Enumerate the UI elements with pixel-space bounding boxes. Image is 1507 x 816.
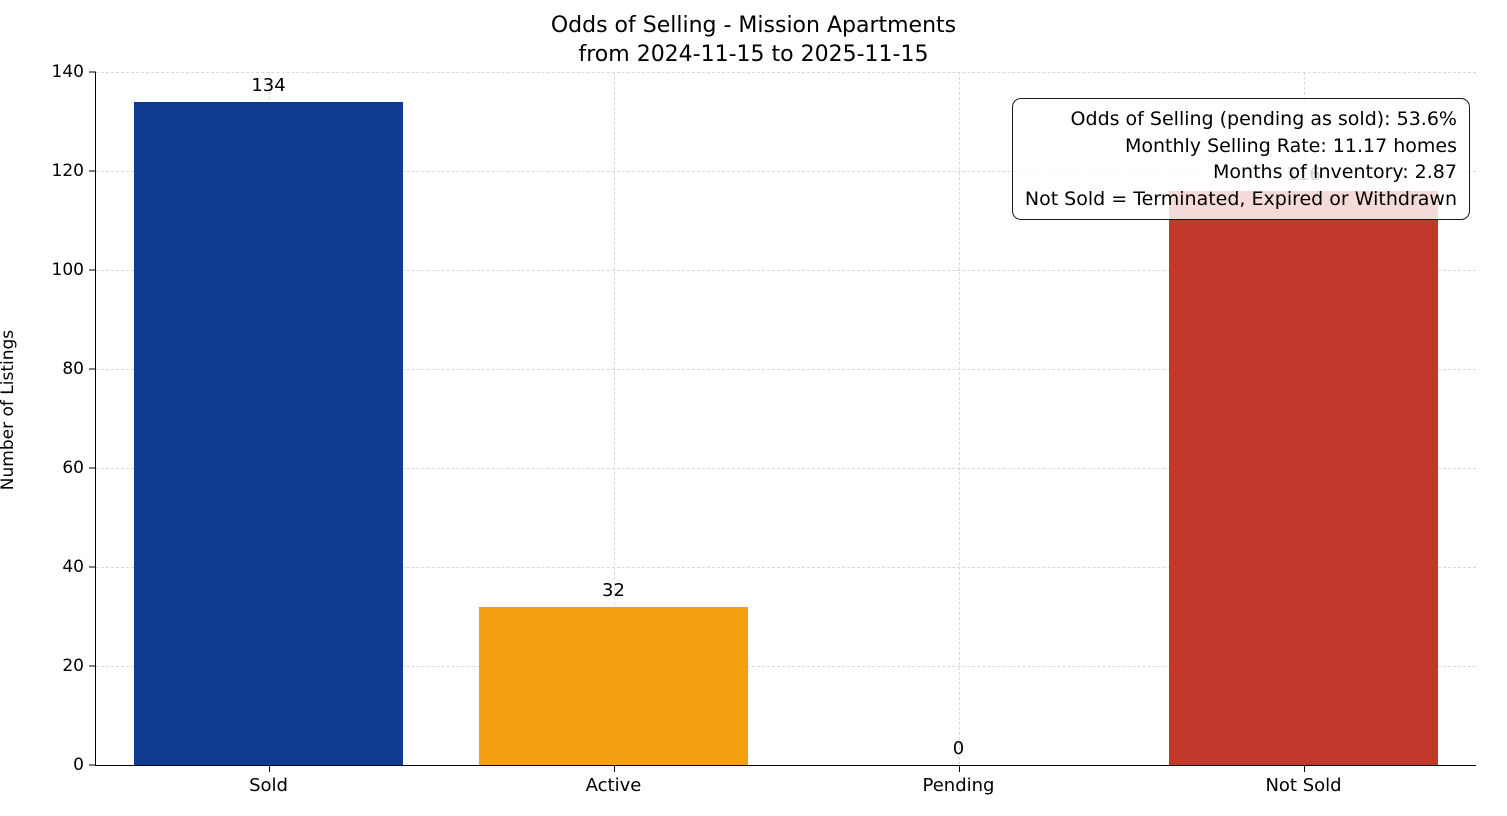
annotation-line: Months of Inventory: 2.87 (1213, 161, 1457, 184)
horizontal-gridline (96, 369, 1476, 370)
bar-active (478, 606, 749, 765)
chart-title-line1: Odds of Selling - Mission Apartments (550, 13, 957, 38)
plot-area: 0 20 40 60 80 100 120 140 134 Sold 32 Active 0 Pendin… (52, 62, 1476, 796)
y-tick-label: 40 (62, 557, 84, 577)
x-tick-mark (1303, 765, 1305, 772)
x-tick-label: Not Sold (1265, 775, 1342, 796)
annotation-box: Odds of Selling (pending as sold): 53.6%… (1011, 98, 1470, 221)
bar-sold (133, 101, 404, 765)
y-tick-mark (89, 467, 96, 469)
horizontal-gridline (96, 270, 1476, 271)
horizontal-gridline (96, 468, 1476, 469)
horizontal-gridline (96, 171, 1476, 172)
y-tick-mark (89, 368, 96, 370)
annotation-line: Monthly Selling Rate: 11.17 homes (1124, 134, 1457, 157)
y-tick-label: 140 (51, 62, 84, 82)
vertical-gridline (613, 72, 615, 765)
bar-value-label: 134 (251, 74, 286, 96)
x-tick-label: Active (585, 775, 642, 796)
y-axis-label: Number of Listings (0, 329, 18, 491)
y-tick-mark (89, 170, 96, 172)
y-tick-mark (89, 764, 96, 766)
x-tick-mark (268, 765, 270, 772)
horizontal-gridline (96, 567, 1476, 568)
bar-value-label: 0 (952, 738, 965, 759)
y-tick-label: 120 (51, 161, 84, 181)
x-tick-mark (613, 765, 615, 772)
y-tick-label: 20 (62, 656, 84, 676)
chart-title-line2: from 2024-11-15 to 2025-11-15 (578, 41, 929, 67)
x-tick-label: Sold (249, 775, 288, 796)
annotation-line: Not Sold = Terminated, Expired or Withdr… (1024, 187, 1457, 210)
annotation-line: Odds of Selling (pending as sold): 53.6% (1070, 108, 1457, 130)
vertical-gridline (958, 72, 960, 765)
horizontal-gridline (96, 666, 1476, 667)
y-tick-mark (89, 665, 96, 667)
y-tick-mark (89, 71, 96, 73)
y-tick-label: 0 (73, 755, 84, 775)
y-tick-label: 100 (51, 260, 84, 280)
y-tick-label: 80 (62, 359, 84, 379)
x-tick-mark (958, 765, 960, 772)
y-tick-mark (89, 566, 96, 568)
bar-not-sold (1168, 190, 1439, 765)
x-tick-label: Pending (922, 775, 995, 796)
chart-title: Odds of Selling - Mission Apartments fro… (0, 12, 1507, 69)
y-tick-mark (89, 269, 96, 271)
bar-value-label: 32 (602, 579, 625, 601)
horizontal-gridline (96, 72, 1476, 73)
y-tick-label: 60 (62, 458, 84, 478)
